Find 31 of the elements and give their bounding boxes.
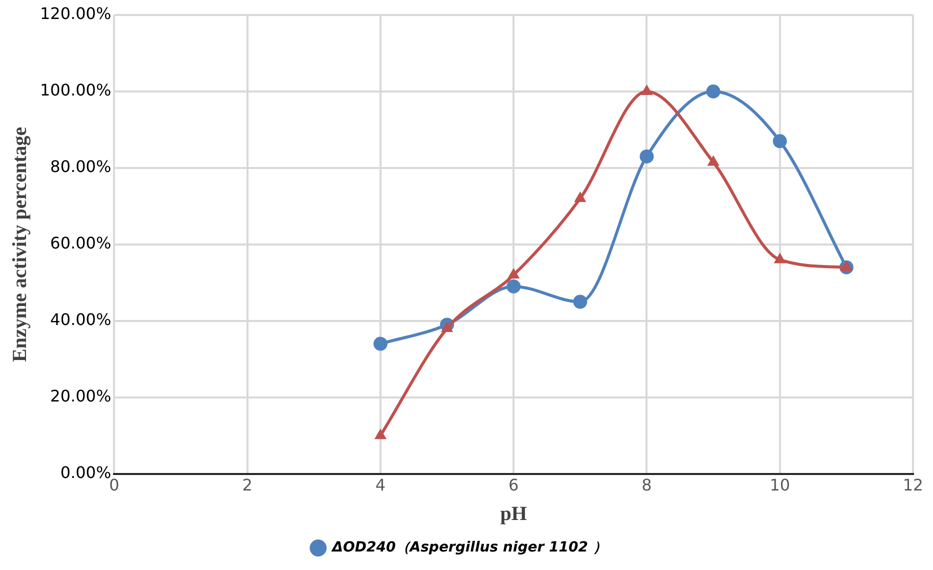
point bbox=[772, 134, 787, 148]
y-axis-title: Enzyme activity percentage bbox=[9, 126, 32, 362]
x-tick-label: 12 bbox=[902, 476, 924, 495]
x-axis-title: pH bbox=[500, 503, 528, 526]
x-tick-label: 8 bbox=[642, 476, 652, 495]
y-tick-label: 100.00% bbox=[40, 80, 112, 100]
y-tick-label: 20.00% bbox=[50, 386, 112, 406]
y-tick-label: 0.00% bbox=[60, 462, 112, 482]
x-tick-label: 10 bbox=[770, 476, 790, 495]
point bbox=[440, 322, 454, 332]
point bbox=[373, 336, 388, 351]
point bbox=[706, 84, 720, 98]
y-tick-label: 120.00% bbox=[40, 4, 112, 24]
y-tick-label: 80.00% bbox=[50, 157, 112, 176]
x-tick-label: 4 bbox=[375, 476, 386, 495]
y-tick-label: 60.00% bbox=[50, 234, 112, 253]
point bbox=[840, 260, 852, 271]
point bbox=[574, 192, 586, 202]
point bbox=[640, 84, 653, 95]
point bbox=[774, 252, 786, 264]
point bbox=[506, 279, 521, 294]
x-tick-label: 2 bbox=[242, 476, 252, 495]
point bbox=[374, 428, 387, 440]
legend-label: ΔOD240（Aspergillus niger 1102 ） bbox=[331, 540, 607, 556]
point bbox=[707, 155, 720, 166]
x-tick-label: 6 bbox=[508, 476, 519, 495]
y-tick-label: 40.00% bbox=[50, 310, 112, 330]
point bbox=[508, 268, 520, 278]
point bbox=[573, 294, 588, 309]
point bbox=[640, 149, 654, 164]
x-tick-label: 0 bbox=[109, 476, 120, 495]
